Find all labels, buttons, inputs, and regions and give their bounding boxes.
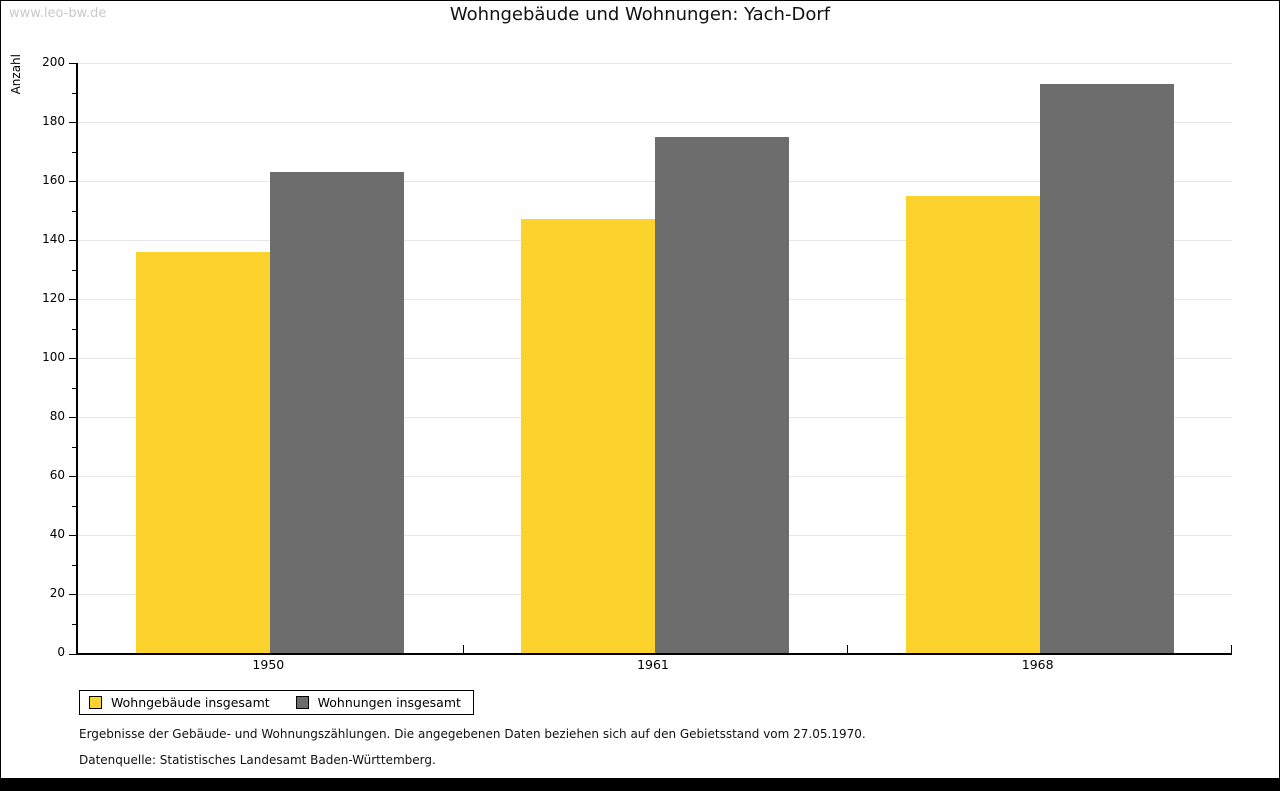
bar-wohnungen-1968 [1039, 83, 1174, 653]
gridline [78, 122, 1232, 123]
bar-wohnungen-1961 [654, 136, 789, 653]
y-tick-label: 180 [42, 114, 65, 128]
bar-group-1961 [463, 63, 848, 653]
y-minor-tick [72, 151, 76, 153]
y-minor-tick [72, 92, 76, 94]
y-tick-label: 60 [49, 468, 65, 482]
y-major-tick [69, 476, 76, 477]
y-minor-tick [72, 446, 76, 448]
legend-item: Wohngebäude insgesamt [89, 695, 270, 710]
bar-wohnungen-1950 [270, 172, 405, 653]
legend-item: Wohnungen insgesamt [295, 695, 461, 710]
y-major-tick [69, 63, 76, 64]
y-tick-label: 40 [49, 527, 65, 541]
y-tick-label: 0 [57, 645, 65, 659]
x-boundary-tick [847, 645, 849, 653]
y-minor-tick [72, 210, 76, 212]
y-tick-label: 200 [42, 55, 65, 69]
y-tick-label: 100 [42, 350, 65, 364]
watermark: www.leo-bw.de [9, 6, 107, 21]
x-boundary-tick [462, 645, 464, 653]
bar-wohngebäude-1961 [520, 219, 655, 653]
footnote-gebietsstand: Ergebnisse der Gebäude- und Wohnungszähl… [79, 727, 866, 741]
legend-label: Wohngebäude insgesamt [111, 695, 270, 710]
y-major-tick [69, 594, 76, 595]
y-minor-tick [72, 387, 76, 389]
y-tick-label: 160 [42, 173, 65, 187]
y-major-tick [69, 122, 76, 123]
footnote-datenquelle: Datenquelle: Statistisches Landesamt Bad… [79, 753, 436, 767]
y-tick-label: 140 [42, 232, 65, 246]
legend-swatch-icon [295, 696, 309, 709]
legend: Wohngebäude insgesamt Wohnungen insgesamt [79, 690, 474, 715]
y-minor-tick [72, 623, 76, 625]
y-major-tick [69, 358, 76, 359]
y-minor-tick [72, 328, 76, 330]
y-tick-label: 120 [42, 291, 65, 305]
y-major-tick [69, 240, 76, 241]
y-minor-tick [72, 564, 76, 566]
y-major-tick [69, 181, 76, 182]
x-tick-label-1961: 1961 [637, 657, 669, 672]
bottom-bar [1, 778, 1279, 790]
y-major-tick [69, 535, 76, 536]
y-minor-tick [72, 269, 76, 271]
x-end-tick [1231, 645, 1232, 653]
y-major-tick [69, 417, 76, 418]
gridline [78, 63, 1232, 64]
bar-group-1950 [78, 63, 463, 653]
bar-wohngebäude-1968 [905, 195, 1040, 653]
x-tick-label-1950: 1950 [252, 657, 285, 672]
y-minor-tick [72, 505, 76, 507]
plot-area: 0 20 40 60 80 100 120 140 160 180 200 [42, 55, 1232, 659]
y-tick-label: 80 [49, 409, 65, 423]
legend-swatch-icon [89, 696, 102, 709]
bar-group-1968 [847, 63, 1232, 653]
y-major-tick [69, 299, 76, 300]
y-major-tick [69, 654, 76, 655]
legend-label: Wohnungen insgesamt [317, 695, 461, 710]
bar-wohngebäude-1950 [136, 251, 271, 653]
y-tick-label: 20 [49, 586, 65, 600]
chart-title: Wohngebäude und Wohnungen: Yach-Dorf [449, 4, 831, 25]
x-tick-label-1968: 1968 [1021, 657, 1054, 672]
